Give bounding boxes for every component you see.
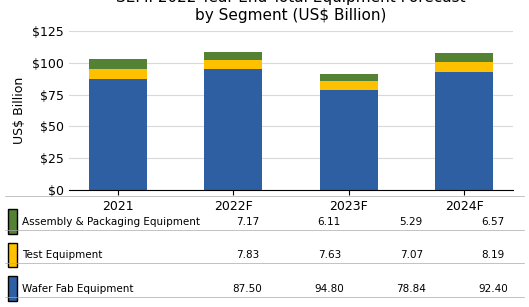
Text: Wafer Fab Equipment: Wafer Fab Equipment bbox=[22, 284, 133, 293]
Text: 7.83: 7.83 bbox=[236, 250, 259, 260]
Bar bbox=[435, 53, 493, 62]
Bar bbox=[89, 60, 147, 68]
Bar bbox=[435, 62, 493, 72]
Title: SEMI 2022 Year-End Total Equipment Forecast
by Segment (US$ Billion): SEMI 2022 Year-End Total Equipment Forec… bbox=[116, 0, 466, 23]
Text: 7.17: 7.17 bbox=[236, 217, 259, 227]
Bar bbox=[320, 81, 378, 90]
Bar bbox=[204, 52, 262, 60]
Bar bbox=[89, 79, 147, 190]
Text: 87.50: 87.50 bbox=[232, 284, 262, 293]
Text: 6.57: 6.57 bbox=[482, 217, 505, 227]
Text: 78.84: 78.84 bbox=[396, 284, 426, 293]
FancyBboxPatch shape bbox=[8, 276, 17, 301]
FancyBboxPatch shape bbox=[8, 209, 17, 234]
Bar bbox=[320, 90, 378, 190]
Bar bbox=[204, 60, 262, 69]
Text: 94.80: 94.80 bbox=[314, 284, 344, 293]
Bar bbox=[204, 69, 262, 190]
Text: 5.29: 5.29 bbox=[400, 217, 423, 227]
Text: Assembly & Packaging Equipment: Assembly & Packaging Equipment bbox=[22, 217, 199, 227]
Text: 92.40: 92.40 bbox=[478, 284, 508, 293]
Text: 8.19: 8.19 bbox=[482, 250, 505, 260]
Bar bbox=[89, 68, 147, 79]
Y-axis label: US$ Billion: US$ Billion bbox=[13, 77, 26, 144]
Bar bbox=[435, 72, 493, 190]
Text: 7.07: 7.07 bbox=[400, 250, 423, 260]
FancyBboxPatch shape bbox=[8, 243, 17, 267]
Bar bbox=[320, 74, 378, 81]
Text: Test Equipment: Test Equipment bbox=[22, 250, 102, 260]
Text: 7.63: 7.63 bbox=[318, 250, 341, 260]
Text: 6.11: 6.11 bbox=[318, 217, 341, 227]
